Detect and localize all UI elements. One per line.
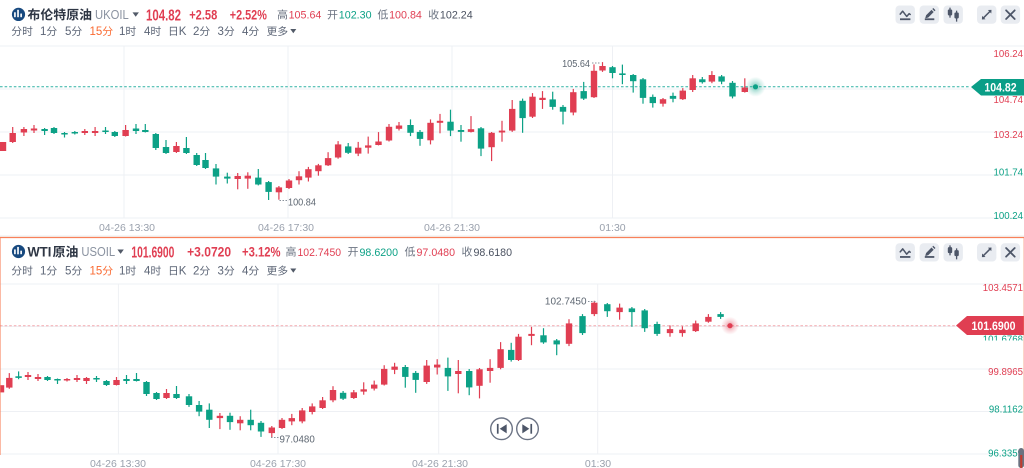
svg-text:04-26 13:30: 04-26 13:30 [90, 458, 146, 468]
svg-text:102.7450: 102.7450 [545, 296, 587, 307]
svg-text:4: 4 [144, 266, 151, 278]
svg-text:103.24: 103.24 [993, 129, 1023, 140]
svg-text:WTI: WTI [28, 244, 52, 260]
svg-text:100.84: 100.84 [389, 10, 422, 22]
svg-text:USOIL: USOIL [81, 244, 115, 259]
svg-text:04-26 21:30: 04-26 21:30 [424, 222, 480, 234]
svg-text:104.74: 104.74 [993, 94, 1023, 105]
svg-text:105.64: 105.64 [289, 10, 322, 22]
svg-text:15: 15 [90, 26, 103, 38]
svg-text:04-26 21:30: 04-26 21:30 [412, 458, 468, 468]
svg-text:98.1162: 98.1162 [989, 404, 1024, 415]
svg-text:3: 3 [218, 26, 224, 38]
svg-text:102.7450: 102.7450 [298, 246, 342, 258]
svg-text:101.6900: 101.6900 [971, 320, 1015, 333]
svg-text:5: 5 [65, 26, 71, 38]
svg-text:104.82: 104.82 [146, 7, 181, 24]
svg-text:15: 15 [90, 266, 103, 278]
svg-text:96.3359: 96.3359 [988, 448, 1023, 459]
svg-text:1: 1 [40, 266, 46, 278]
svg-text:105.64: 105.64 [562, 58, 590, 70]
svg-text:4: 4 [242, 26, 249, 38]
svg-text:104.82: 104.82 [984, 82, 1016, 95]
svg-text:04-26 17:30: 04-26 17:30 [250, 458, 306, 468]
svg-text:UKOIL: UKOIL [95, 7, 129, 22]
svg-text:4: 4 [242, 266, 249, 278]
svg-text:5: 5 [65, 266, 71, 278]
svg-text:99.8965: 99.8965 [988, 366, 1023, 377]
svg-text:+2.52%: +2.52% [230, 7, 267, 22]
svg-text:102.24: 102.24 [440, 10, 473, 22]
svg-text:98.6180: 98.6180 [474, 247, 513, 259]
svg-text:97.0480: 97.0480 [280, 434, 316, 445]
svg-text:100.24: 100.24 [993, 210, 1023, 221]
svg-text:+2.58: +2.58 [189, 8, 217, 23]
svg-text:101.6768: 101.6768 [983, 334, 1024, 345]
svg-text:2: 2 [193, 26, 199, 38]
svg-text:04-26 17:30: 04-26 17:30 [258, 222, 314, 234]
svg-text:K: K [179, 266, 187, 278]
svg-text:101.74: 101.74 [993, 167, 1023, 178]
svg-text:102.30: 102.30 [339, 10, 372, 22]
svg-text:3: 3 [218, 266, 224, 278]
svg-text:+3.0720: +3.0720 [187, 244, 231, 260]
svg-text:1: 1 [40, 26, 46, 38]
svg-text:1: 1 [119, 26, 125, 38]
svg-text:100.84: 100.84 [288, 197, 316, 209]
svg-text:04-26 13:30: 04-26 13:30 [99, 222, 155, 234]
svg-text:+3.12%: +3.12% [242, 245, 281, 260]
svg-text:103.4571: 103.4571 [983, 282, 1024, 293]
svg-text:97.0480: 97.0480 [417, 247, 456, 259]
svg-text:4: 4 [144, 26, 151, 38]
svg-text:2: 2 [193, 266, 199, 278]
svg-text:106.24: 106.24 [993, 48, 1023, 59]
svg-text:98.6200: 98.6200 [360, 247, 399, 259]
svg-text:1: 1 [119, 266, 125, 278]
svg-text:K: K [179, 26, 187, 38]
svg-text:101.6900: 101.6900 [131, 243, 174, 261]
svg-text:01:30: 01:30 [585, 458, 611, 468]
svg-text:01:30: 01:30 [599, 222, 625, 234]
